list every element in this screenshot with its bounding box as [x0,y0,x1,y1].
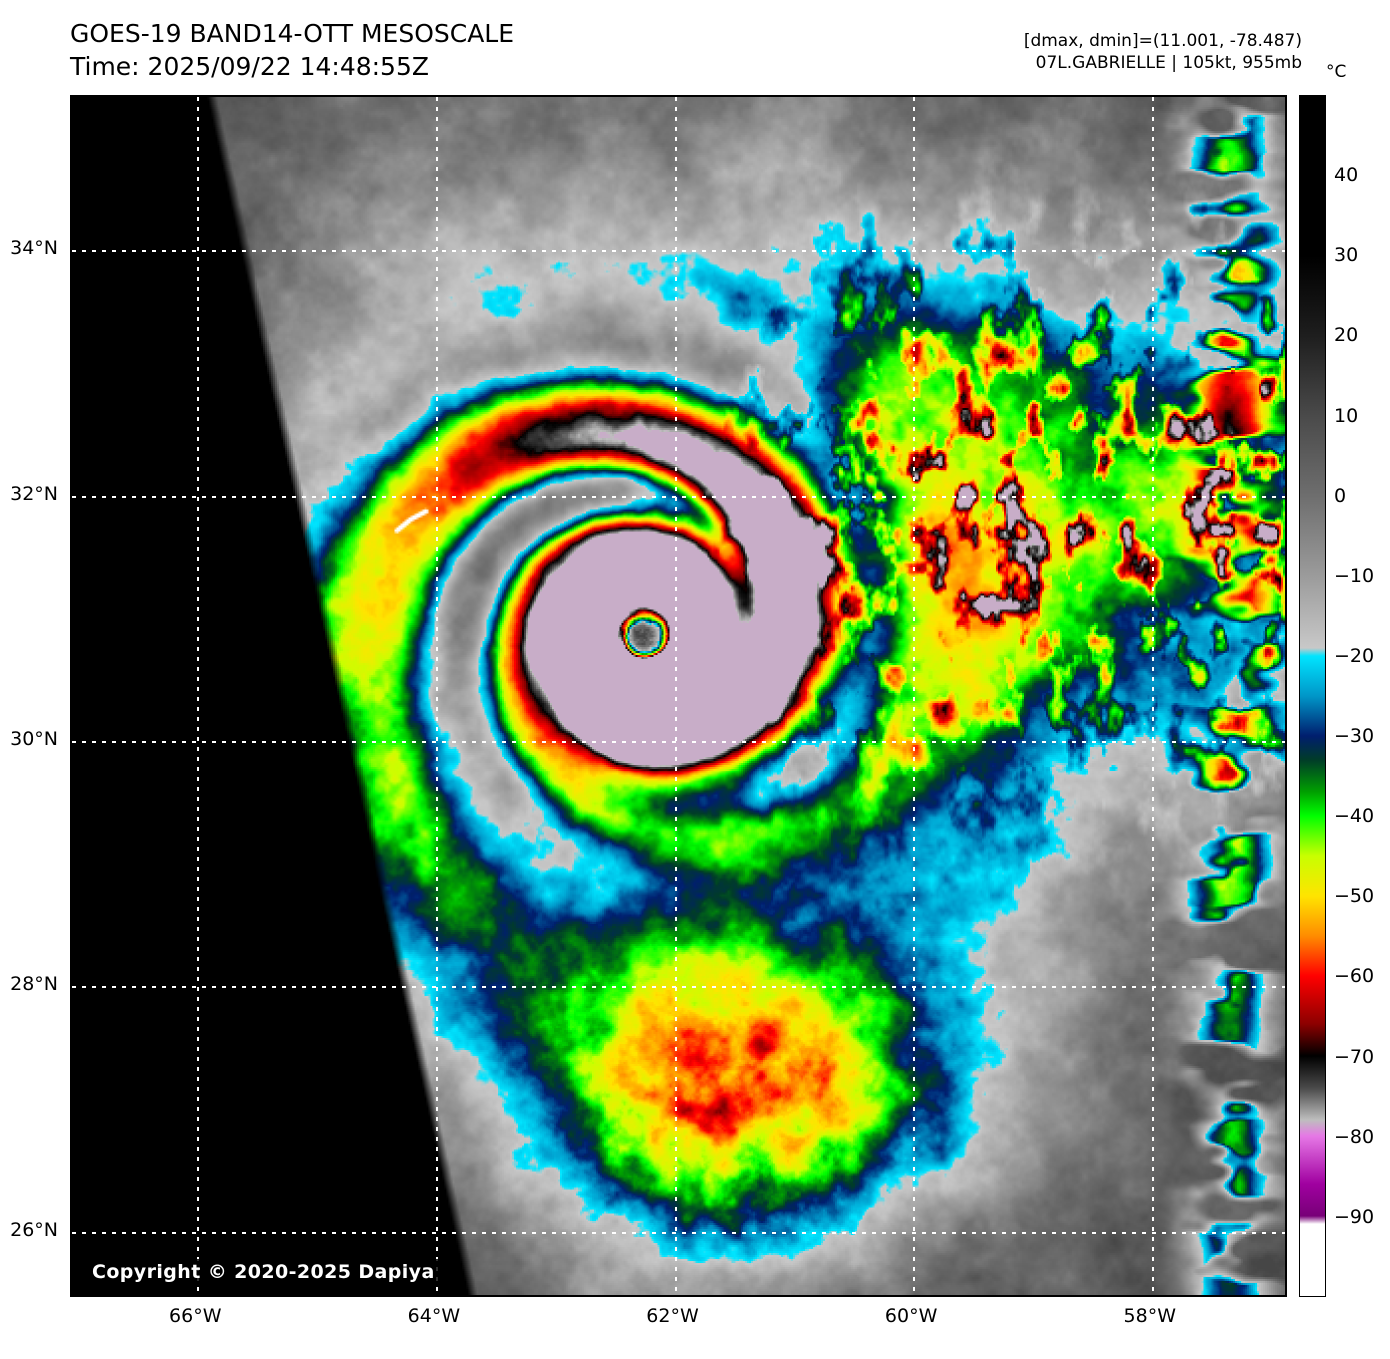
colorbar-tick-40: 40 [1334,164,1359,187]
page-title: GOES-19 BAND14-OTT MESOSCALE Time: 2025/… [70,18,514,83]
colorbar-tick-20: 20 [1334,324,1359,347]
colorbar-gradient [1300,96,1325,1296]
satellite-imagery-canvas [72,97,1285,1295]
storm-info-text: 07L.GABRIELLE | 105kt, 955mb [1035,53,1302,74]
colorbar-tick-10: 10 [1334,404,1359,427]
xtick-label-60: 60°W [884,1305,938,1327]
ytick-label-28: 28°N [10,973,58,996]
copyright-notice: Copyright © 2020-2025 Dapiya [84,1259,443,1285]
colorbar-tick--60: −60 [1334,965,1375,988]
data-range-text: [dmax, dmin]=(11.001, -78.487) [1023,31,1302,51]
xtick-label-66: 66°W [169,1305,222,1327]
ytick-label-26: 26°N [10,1218,58,1241]
colorbar-tick--50: −50 [1334,885,1375,908]
xtick-label-62: 62°W [646,1305,699,1327]
colorbar-tick--80: −80 [1334,1125,1375,1148]
satellite-image-plot[interactable]: Copyright © 2020-2025 Dapiya [70,95,1287,1297]
xtick-label-58: 58°W [1123,1305,1177,1327]
colorbar-tick-30: 30 [1334,244,1359,267]
colorbar-tick-0: 0 [1334,484,1347,507]
title-line-2: Time: 2025/09/22 14:48:55Z [70,51,429,81]
title-line-1: GOES-19 BAND14-OTT MESOSCALE [70,19,515,48]
colorbar-tick--40: −40 [1334,805,1375,828]
xtick-label-64: 64°W [407,1305,461,1327]
ytick-label-32: 32°N [10,482,58,505]
temperature-colorbar[interactable] [1299,95,1326,1297]
colorbar-tick--30: −30 [1334,725,1375,748]
colorbar-tick--10: −10 [1334,564,1375,587]
colorbar-tick--70: −70 [1334,1045,1375,1068]
colorbar-unit-label: °C [1326,62,1347,82]
ytick-label-34: 34°N [10,237,58,260]
ytick-label-30: 30°N [10,727,58,750]
metadata-block: [dmax, dmin]=(11.001, -78.487) 07L.GABRI… [1024,30,1302,74]
colorbar-tick--90: −90 [1334,1205,1375,1228]
colorbar-tick--20: −20 [1334,644,1375,667]
